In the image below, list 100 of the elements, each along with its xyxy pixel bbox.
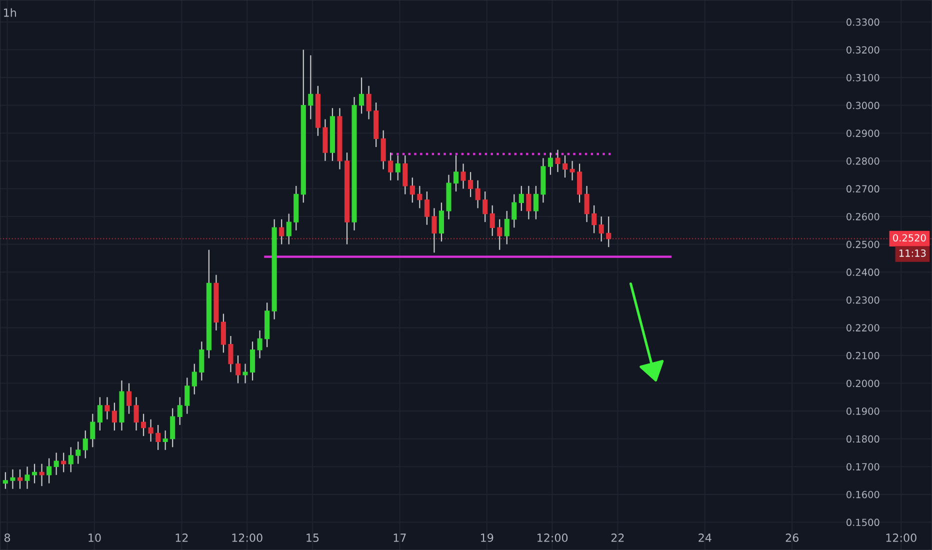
y-tick-label: 0.2700 [846,185,880,193]
candlestick [162,430,168,451]
candlestick [438,202,444,242]
x-tick-label: 8 [4,534,10,542]
candlestick [68,446,74,473]
candlestick [177,396,182,426]
candlestick [10,468,16,490]
annotation: 11:13 [899,249,926,257]
candlestick [24,466,30,490]
candlestick [90,413,96,448]
candlestick [424,190,430,226]
y-tick-label: 0.2300 [846,296,880,304]
y-tick-label: 0.2800 [846,157,880,165]
candlestick [460,163,466,190]
candlestick [112,402,117,432]
y-tick-label: 0.3300 [846,18,880,26]
candlestick [577,163,582,204]
candlestick [17,468,23,490]
candlestick [432,208,437,254]
candlestick [584,185,590,223]
x-tick-label: 12:00 [232,534,262,542]
candlestick [279,218,284,245]
candlestick [228,335,234,373]
candlestick [562,154,568,178]
y-tick-label: 0.3200 [846,46,880,54]
candlestick [39,463,44,487]
candlestick [257,330,262,359]
candlestick [199,341,204,382]
ref-line-label: 0.2520 [893,234,926,242]
text: 1h [4,8,16,17]
x-tick-label: 15 [306,534,319,542]
candlestick [497,218,502,250]
candlestick [61,452,66,473]
x-tick-label: 26 [786,534,798,542]
candlestick [140,413,146,437]
candlestick [126,382,132,414]
candlestick [388,152,394,181]
x-tick-label: 12:00 [538,534,568,542]
candlestick [286,213,292,245]
candlestick [134,396,139,432]
candlestick [359,76,364,114]
candlestick [475,180,480,209]
candlestick [32,463,38,484]
candlestick [170,408,176,448]
y-tick-label: 0.2000 [846,380,880,388]
x-tick-label: 17 [394,534,406,542]
candlestick [82,430,88,459]
y-tick-label: 0.2900 [846,130,880,137]
candlestick [417,185,422,209]
candlestick [97,396,102,432]
candlestick [410,177,415,204]
candlestick [395,154,400,181]
y-tick-label: 0.2600 [846,212,880,220]
candlestick [220,313,226,354]
candlestick [402,154,408,195]
candlestick [555,149,560,173]
x-tick-label: 12 [176,534,188,542]
candlestick [156,424,161,451]
candlestick [242,363,248,384]
candlestick [366,85,372,120]
candlestick [468,171,474,198]
y-tick-label: 0.1900 [846,408,880,415]
candlestick [518,185,524,212]
candlestick [598,216,604,242]
candlestick [526,185,532,220]
candlestick [548,152,554,176]
x-tick-label: 22 [611,534,624,542]
candlestick [482,190,488,223]
candlestick [308,54,314,120]
candlestick [104,396,110,420]
candlestick [533,185,538,220]
y-tick-label: 0.2400 [846,268,880,276]
y-tick-label: 0.1600 [846,490,880,498]
candlestick [504,210,510,245]
candlestick [148,418,154,442]
candlestick [453,154,459,192]
y-tick-label: 0.2100 [846,352,880,360]
candlestick [380,130,386,170]
candlestick [2,472,8,490]
y-tick-label: 0.2200 [846,324,880,332]
candlestick [570,160,575,181]
y-tick-label: 0.1800 [846,435,880,443]
y-tick-label: 0.3000 [846,102,880,110]
y-tick-label: 0.1700 [846,463,880,470]
x-tick-label: 12:00 [886,534,916,542]
candlestick [235,354,241,384]
x-tick-label: 24 [698,534,712,542]
candlestick [46,458,52,484]
candlestick [512,194,517,228]
candlestick [592,204,597,234]
candlestick [192,363,197,395]
candlestick [606,216,612,248]
y-tick-label: 0.2500 [846,240,880,248]
candlestick [54,452,59,476]
x-tick-label: 10 [88,534,101,542]
candlestick [184,377,190,414]
x-tick-label: 19 [481,534,494,542]
candlestick [490,204,495,237]
y-tick-label: 0.3100 [846,74,880,82]
candlestick [76,441,81,464]
